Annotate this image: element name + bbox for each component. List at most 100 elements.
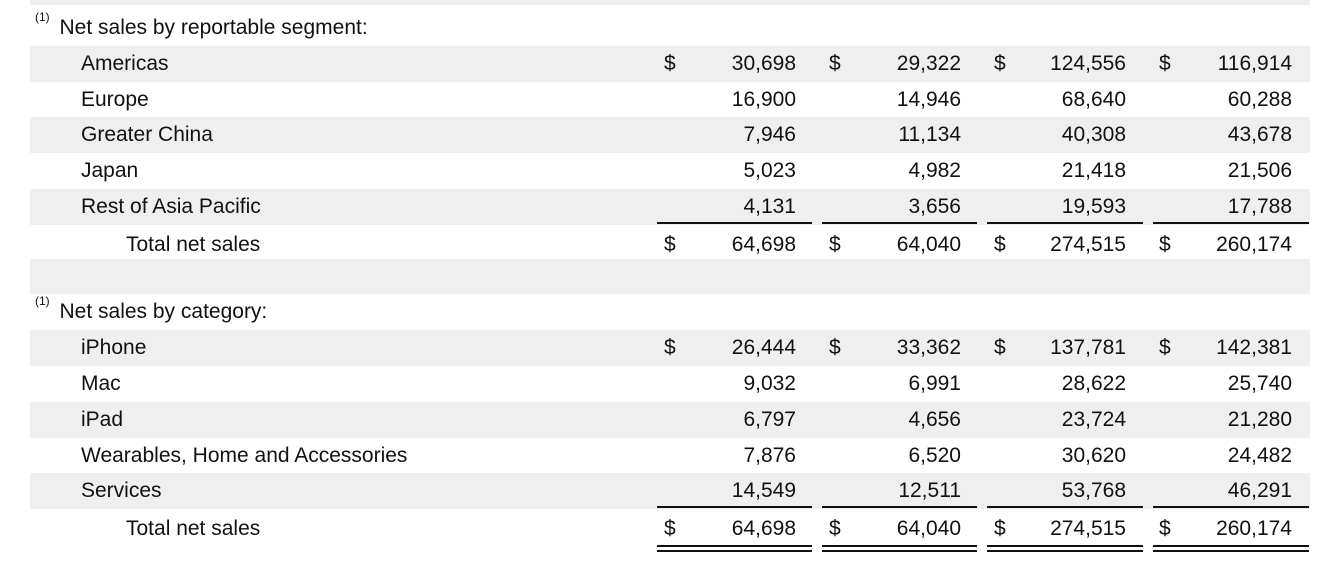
footnote-marker: (1) bbox=[35, 10, 50, 24]
currency: $ bbox=[994, 232, 1006, 256]
double-rule bbox=[987, 545, 1143, 547]
cell-value: 30,620 bbox=[1061, 443, 1126, 467]
total-rule bbox=[657, 506, 812, 509]
cell-value: 33,362 bbox=[896, 336, 961, 360]
section-header: (1) Net sales by category: bbox=[35, 294, 267, 330]
double-rule bbox=[1153, 550, 1309, 552]
row-band bbox=[30, 401, 1310, 438]
currency: $ bbox=[994, 51, 1006, 75]
row-label: Greater China bbox=[81, 123, 213, 147]
currency: $ bbox=[664, 336, 676, 360]
total-rule bbox=[987, 221, 1143, 224]
total-label: Total net sales bbox=[126, 232, 261, 256]
cell-value: 11,134 bbox=[898, 123, 961, 147]
row-label: Europe bbox=[81, 87, 149, 111]
total-rule bbox=[1153, 506, 1309, 509]
cell-value: 137,781 bbox=[1050, 336, 1126, 360]
cell-value: 14,946 bbox=[896, 87, 961, 111]
cell-value: 4,131 bbox=[743, 195, 796, 218]
double-rule bbox=[822, 550, 977, 552]
cell-value: 21,506 bbox=[1227, 159, 1292, 183]
cell-value: 16,900 bbox=[731, 87, 796, 111]
row-band bbox=[30, 117, 1310, 154]
cell-value: 68,640 bbox=[1061, 87, 1126, 111]
total-rule bbox=[822, 221, 977, 224]
double-rule bbox=[657, 550, 812, 552]
cell-value: 14,549 bbox=[731, 479, 796, 503]
cell-value: 4,656 bbox=[908, 407, 961, 431]
row-label: Japan bbox=[81, 159, 139, 183]
cell-value: 30,698 bbox=[731, 51, 796, 75]
footnote-marker: (1) bbox=[35, 294, 50, 309]
cell-value: 17,788 bbox=[1227, 195, 1292, 218]
cell-value: 29,322 bbox=[896, 51, 961, 75]
cell-value: 274,515 bbox=[1050, 232, 1126, 256]
double-rule bbox=[657, 545, 812, 547]
cell-value: 21,418 bbox=[1061, 159, 1126, 183]
cell-value: 19,593 bbox=[1061, 195, 1126, 218]
total-rule bbox=[822, 506, 977, 509]
currency: $ bbox=[1159, 336, 1171, 360]
cell-value: 24,482 bbox=[1227, 443, 1292, 467]
cell-value: 28,622 bbox=[1061, 372, 1126, 395]
currency: $ bbox=[829, 336, 841, 360]
cell-value: 7,946 bbox=[743, 123, 796, 147]
row-label: Mac bbox=[81, 372, 121, 395]
row-label: Services bbox=[81, 479, 162, 503]
row-band bbox=[30, 189, 1310, 225]
currency: $ bbox=[829, 517, 841, 541]
section-title: Net sales by category: bbox=[53, 300, 268, 324]
cell-value: 40,308 bbox=[1061, 123, 1126, 147]
row-band bbox=[30, 473, 1310, 510]
cell-value: 64,698 bbox=[731, 517, 796, 541]
currency: $ bbox=[994, 336, 1006, 360]
row-label: Wearables, Home and Accessories bbox=[81, 443, 408, 467]
row-label: Rest of Asia Pacific bbox=[81, 195, 261, 218]
row-band bbox=[30, 45, 1310, 82]
currency: $ bbox=[664, 51, 676, 75]
row-label: Americas bbox=[81, 51, 169, 75]
total-label: Total net sales bbox=[126, 517, 261, 541]
double-rule bbox=[1153, 545, 1309, 547]
cell-value: 260,174 bbox=[1216, 517, 1292, 541]
cell-value: 25,740 bbox=[1227, 372, 1292, 395]
cell-value: 12,511 bbox=[898, 479, 961, 503]
cell-value: 116,914 bbox=[1217, 51, 1292, 75]
cell-value: 7,876 bbox=[743, 443, 796, 467]
currency: $ bbox=[1159, 51, 1171, 75]
cell-value: 26,444 bbox=[731, 336, 796, 360]
section-title: Net sales by reportable segment: bbox=[53, 16, 368, 39]
total-rule bbox=[987, 506, 1143, 509]
currency: $ bbox=[829, 51, 841, 75]
double-rule bbox=[987, 550, 1143, 552]
cell-value: 124,556 bbox=[1050, 51, 1126, 75]
cell-value: 23,724 bbox=[1061, 407, 1126, 431]
cell-value: 64,040 bbox=[896, 517, 961, 541]
cell-value: 6,991 bbox=[908, 372, 961, 395]
cell-value: 46,291 bbox=[1227, 479, 1292, 503]
spacer-band bbox=[30, 258, 1310, 295]
total-rule bbox=[1153, 221, 1309, 224]
cell-value: 64,698 bbox=[731, 232, 796, 256]
cell-value: 60,288 bbox=[1227, 87, 1292, 111]
currency: $ bbox=[1159, 517, 1171, 541]
cell-value: 53,768 bbox=[1061, 479, 1126, 503]
currency: $ bbox=[1159, 232, 1171, 256]
cell-value: 6,797 bbox=[743, 407, 796, 431]
currency: $ bbox=[994, 517, 1006, 541]
row-label: iPad bbox=[81, 407, 124, 431]
cell-value: 64,040 bbox=[896, 232, 961, 256]
row-label: iPhone bbox=[81, 336, 147, 360]
cell-value: 9,032 bbox=[743, 372, 796, 395]
cell-value: 274,515 bbox=[1050, 517, 1126, 541]
cell-value: 142,381 bbox=[1216, 336, 1292, 360]
row-band bbox=[30, 330, 1310, 366]
cell-value: 21,280 bbox=[1227, 407, 1292, 431]
currency: $ bbox=[829, 232, 841, 256]
currency: $ bbox=[664, 517, 676, 541]
cell-value: 43,678 bbox=[1227, 123, 1292, 147]
total-rule bbox=[657, 221, 812, 224]
currency: $ bbox=[664, 232, 676, 256]
cell-value: 3,656 bbox=[908, 195, 961, 218]
